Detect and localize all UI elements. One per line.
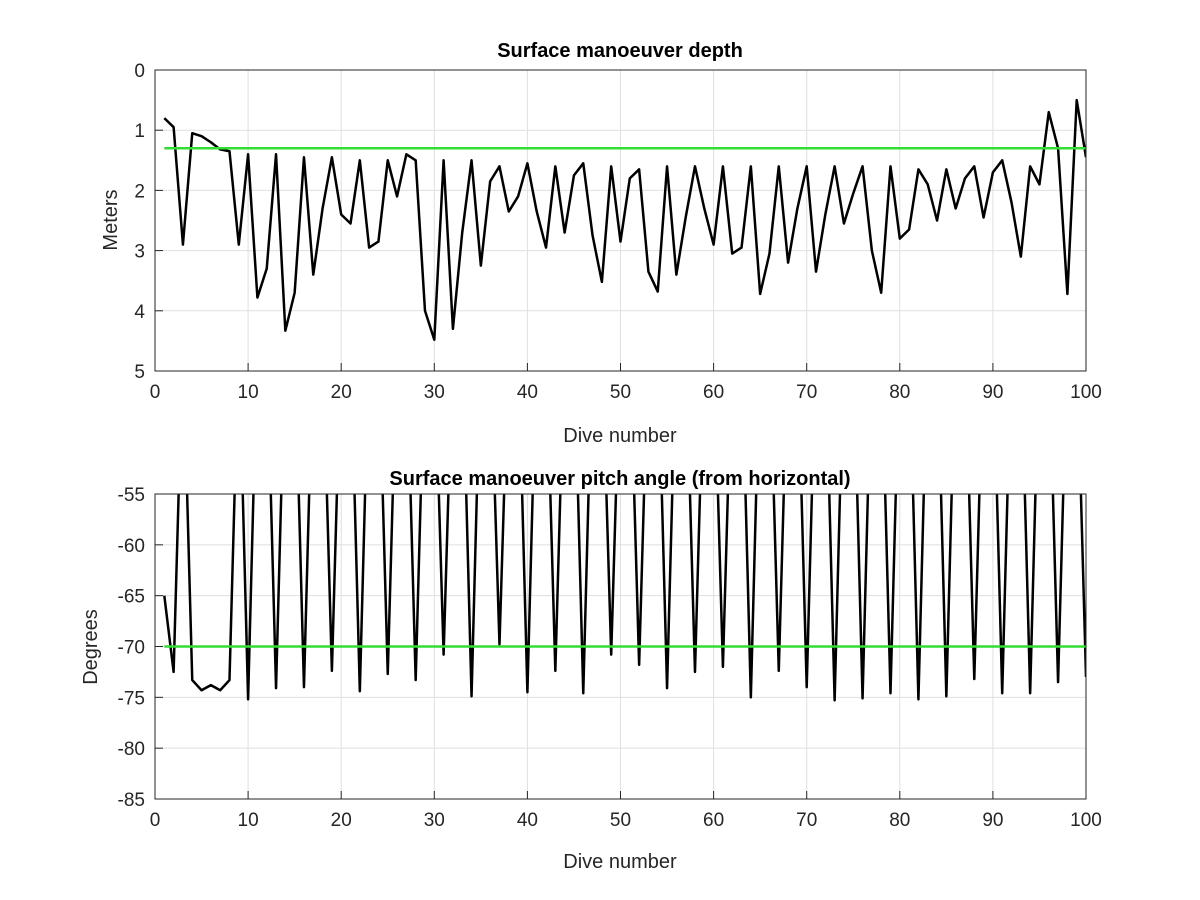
- depth-x-tick-label: 0: [150, 382, 161, 403]
- pitch-x-tick-label: 80: [889, 810, 910, 831]
- depth-chart-axes: Surface manoeuver depth Dive number Mete…: [100, 40, 1102, 447]
- pitch-x-tick-label: 90: [982, 810, 1003, 831]
- depth-x-tick-label: 90: [982, 382, 1003, 403]
- pitch-x-tick-label: 10: [238, 810, 259, 831]
- pitch-x-tick-label: 70: [796, 810, 817, 831]
- depth-y-tick-label: 2: [134, 181, 145, 202]
- pitch-chart-xlabel: Dive number: [563, 851, 677, 873]
- pitch-x-tick-label: 100: [1070, 810, 1102, 831]
- depth-x-tick-label: 70: [796, 382, 817, 403]
- pitch-x-tick-label: 0: [150, 810, 161, 831]
- pitch-chart-title: Surface manoeuver pitch angle (from hori…: [389, 468, 850, 490]
- pitch-x-tick-label: 40: [517, 810, 538, 831]
- pitch-chart-ylabel: Degrees: [80, 609, 102, 685]
- depth-y-tick-label: 0: [134, 61, 145, 82]
- pitch-y-tick-label: -60: [118, 536, 145, 557]
- pitch-y-tick-label: -55: [118, 485, 145, 506]
- depth-x-tick-label: 20: [331, 382, 352, 403]
- depth-chart-title: Surface manoeuver depth: [497, 40, 743, 62]
- depth-x-tick-label: 50: [610, 382, 631, 403]
- depth-x-tick-label: 10: [238, 382, 259, 403]
- pitch-x-tick-label: 20: [331, 810, 352, 831]
- pitch-x-tick-label: 50: [610, 810, 631, 831]
- depth-y-tick-label: 1: [134, 121, 145, 142]
- depth-x-tick-label: 40: [517, 382, 538, 403]
- depth-chart-xlabel: Dive number: [563, 425, 677, 447]
- depth-y-tick-label: 4: [134, 302, 145, 323]
- pitch-y-tick-label: -75: [118, 688, 145, 709]
- depth-series-line: [163, 98, 1086, 341]
- pitch-x-tick-label: 30: [424, 810, 445, 831]
- pitch-y-tick-label: -85: [118, 790, 145, 811]
- depth-x-tick-label: 30: [424, 382, 445, 403]
- pitch-y-tick-label: -80: [118, 739, 145, 760]
- depth-y-tick-label: 3: [134, 242, 145, 263]
- depth-x-tick-label: 100: [1070, 382, 1102, 403]
- depth-x-tick-label: 80: [889, 382, 910, 403]
- pitch-axes-border: [154, 493, 1087, 800]
- depth-x-tick-label: 60: [703, 382, 724, 403]
- depth-axes-border: [154, 69, 1087, 372]
- pitch-y-tick-label: -65: [118, 587, 145, 608]
- pitch-chart-axes: Surface manoeuver pitch angle (from hori…: [80, 468, 1102, 873]
- pitch-y-tick-label: -70: [118, 638, 145, 659]
- depth-y-tick-label: 5: [134, 362, 145, 383]
- pitch-x-tick-label: 60: [703, 810, 724, 831]
- depth-chart-ylabel: Meters: [100, 189, 122, 250]
